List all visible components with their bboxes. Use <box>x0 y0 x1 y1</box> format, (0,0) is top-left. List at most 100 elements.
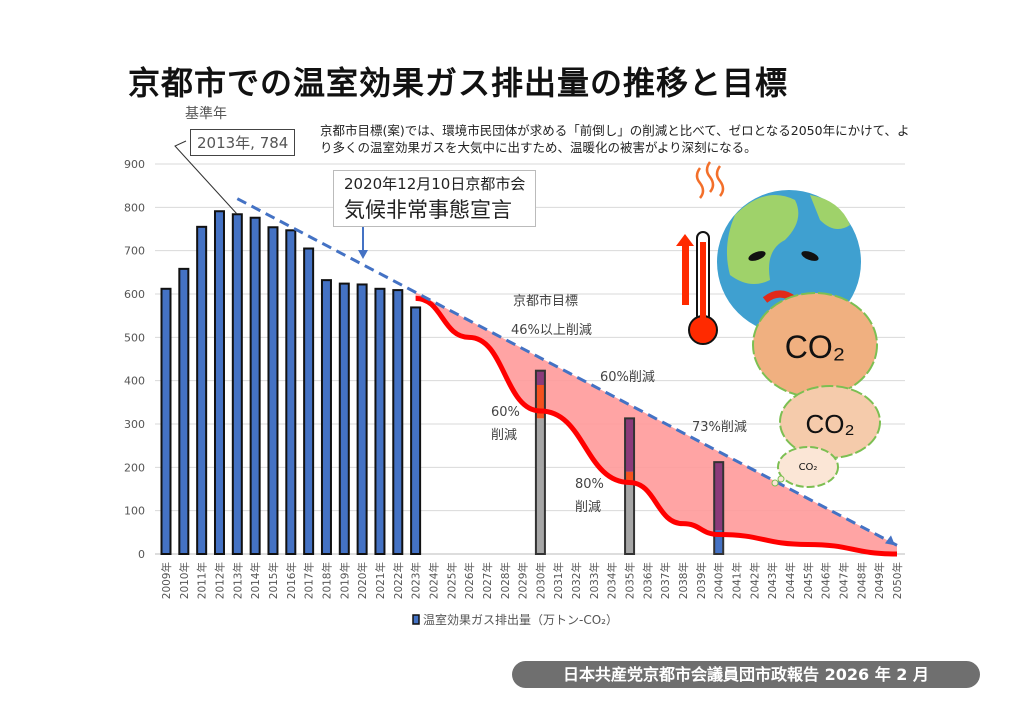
bar-2020 <box>356 283 368 555</box>
y-tick-label: 300 <box>124 418 145 431</box>
annotation-label: 80% <box>575 477 604 492</box>
thermometer-icon <box>676 231 718 345</box>
callout-leader <box>174 140 238 215</box>
x-tick-label: 2028年 <box>499 562 512 599</box>
co2-cloud-large: CO₂ <box>752 292 878 398</box>
bar-2022 <box>392 289 404 555</box>
x-tick-label: 2048年 <box>855 562 868 599</box>
illustration: CO₂ CO₂ CO₂ <box>676 161 881 488</box>
x-tick-label: 2050年 <box>891 562 904 599</box>
city-target-line <box>236 197 898 547</box>
target-arrowhead <box>885 535 895 546</box>
x-tick-label: 2036年 <box>641 562 654 599</box>
x-tick-label: 2011年 <box>196 562 209 599</box>
y-tick-label: 500 <box>124 331 145 344</box>
annotation-label: 73%削減 <box>692 419 747 435</box>
x-tick-label: 2038年 <box>677 562 690 599</box>
x-tick-label: 2012年 <box>213 562 226 599</box>
annotation-label: 60% <box>491 405 520 420</box>
x-tick-label: 2015年 <box>267 562 280 599</box>
x-tick-label: 2032年 <box>570 562 583 599</box>
bar-2009 <box>160 287 172 555</box>
target-bar-segment-2030 <box>535 370 545 385</box>
target-bar-segment-2040 <box>714 530 724 554</box>
bar-2023 <box>410 306 422 555</box>
x-tick-label: 2009年 <box>160 562 173 599</box>
x-tick-label: 2013年 <box>231 562 244 599</box>
x-tick-label: 2042年 <box>748 562 761 599</box>
x-tick-label: 2020年 <box>356 562 369 599</box>
x-tick-label: 2031年 <box>552 562 565 599</box>
bar-2014 <box>249 216 261 555</box>
x-tick-label: 2026年 <box>463 562 476 599</box>
y-tick-label: 100 <box>124 505 145 518</box>
co2-cloud-small: CO₂ <box>771 446 839 488</box>
x-tick-label: 2024年 <box>427 562 440 599</box>
x-tick-label: 2033年 <box>588 562 601 599</box>
x-tick-label: 2041年 <box>731 562 744 599</box>
target-bar-segment-2035 <box>625 471 635 485</box>
bar-2011 <box>196 225 208 555</box>
bar-2018 <box>320 279 332 555</box>
x-tick-label: 2035年 <box>624 562 637 599</box>
x-tick-label: 2030年 <box>534 562 547 599</box>
x-tick-label: 2043年 <box>766 562 779 599</box>
x-tick-label: 2040年 <box>713 562 726 599</box>
y-tick-label: 900 <box>124 158 145 171</box>
climate-emergency-box: 2020年12月10日京都市会 気候非常事態宣言 <box>333 170 537 227</box>
x-tick-label: 2034年 <box>606 562 619 599</box>
x-tick-label: 2029年 <box>517 562 530 599</box>
bar-2012 <box>213 210 225 555</box>
legend-swatch <box>412 614 420 625</box>
footer-banner: 日本共産党京都市会議員団市政報告 2026 年 2 月 <box>512 661 980 688</box>
x-tick-label: 2018年 <box>320 562 333 599</box>
legend-label: 温室効果ガス排出量（万トン-CO₂） <box>423 612 618 627</box>
x-tick-label: 2039年 <box>695 562 708 599</box>
declaration-date: 2020年12月10日京都市会 <box>344 175 526 193</box>
advocated-reduction-curve <box>415 295 898 557</box>
y-tick-label: 0 <box>138 548 145 561</box>
annotation-label: 削減 <box>491 427 517 443</box>
y-tick-label: 400 <box>124 375 145 388</box>
bar-2019 <box>338 282 350 555</box>
target-bar-segment-2035 <box>625 484 635 554</box>
x-tick-label: 2019年 <box>338 562 351 599</box>
x-tick-label: 2049年 <box>873 562 886 599</box>
declaration-title: 気候非常事態宣言 <box>344 198 512 222</box>
y-tick-label: 600 <box>124 288 145 301</box>
x-tick-label: 2046年 <box>820 562 833 599</box>
target-bar-2035 <box>624 417 636 555</box>
x-tick-label: 2021年 <box>374 562 387 599</box>
x-tick-label: 2010年 <box>178 562 191 599</box>
annotation-label: 京都市目標 <box>513 293 578 309</box>
y-tick-label: 200 <box>124 461 145 474</box>
base-year-callout: 2013年, 784 <box>190 129 296 156</box>
co2-cloud-medium: CO₂ <box>779 385 881 459</box>
x-tick-label: 2047年 <box>838 562 851 599</box>
x-tick-label: 2037年 <box>659 562 672 599</box>
note-text: 京都市目標(案)では、環境市民団体が求める「前倒し」の削減と比べて、ゼロとなる2… <box>320 123 910 155</box>
x-tick-label: 2025年 <box>445 562 458 599</box>
co2-medium-label: CO₂ <box>805 409 854 439</box>
legend: 温室効果ガス排出量（万トン-CO₂） <box>412 612 618 627</box>
x-tick-label: 2027年 <box>481 562 494 599</box>
y-tick-label: 800 <box>124 201 145 214</box>
y-tick-label: 700 <box>124 245 145 258</box>
reduction-gap-area <box>415 292 897 554</box>
target-bar-2040 <box>713 461 725 555</box>
co2-small-label: CO₂ <box>799 462 818 473</box>
bar-2016 <box>285 229 297 556</box>
target-bar-segment-2030 <box>535 418 545 554</box>
x-tick-label: 2044年 <box>784 562 797 599</box>
x-tick-label: 2022年 <box>392 562 405 599</box>
base-year-label: 基準年 <box>185 106 227 122</box>
bar-2021 <box>374 287 386 555</box>
target-bar-segment-2035 <box>625 418 635 472</box>
annotation-label: 60%削減 <box>600 369 655 385</box>
x-tick-label: 2014年 <box>249 562 262 599</box>
annotation-label: 46%以上削減 <box>511 322 592 338</box>
page-title: 京都市での温室効果ガス排出量の推移と目標 <box>128 64 789 102</box>
target-bar-2030 <box>534 369 546 556</box>
bar-2017 <box>303 247 315 555</box>
